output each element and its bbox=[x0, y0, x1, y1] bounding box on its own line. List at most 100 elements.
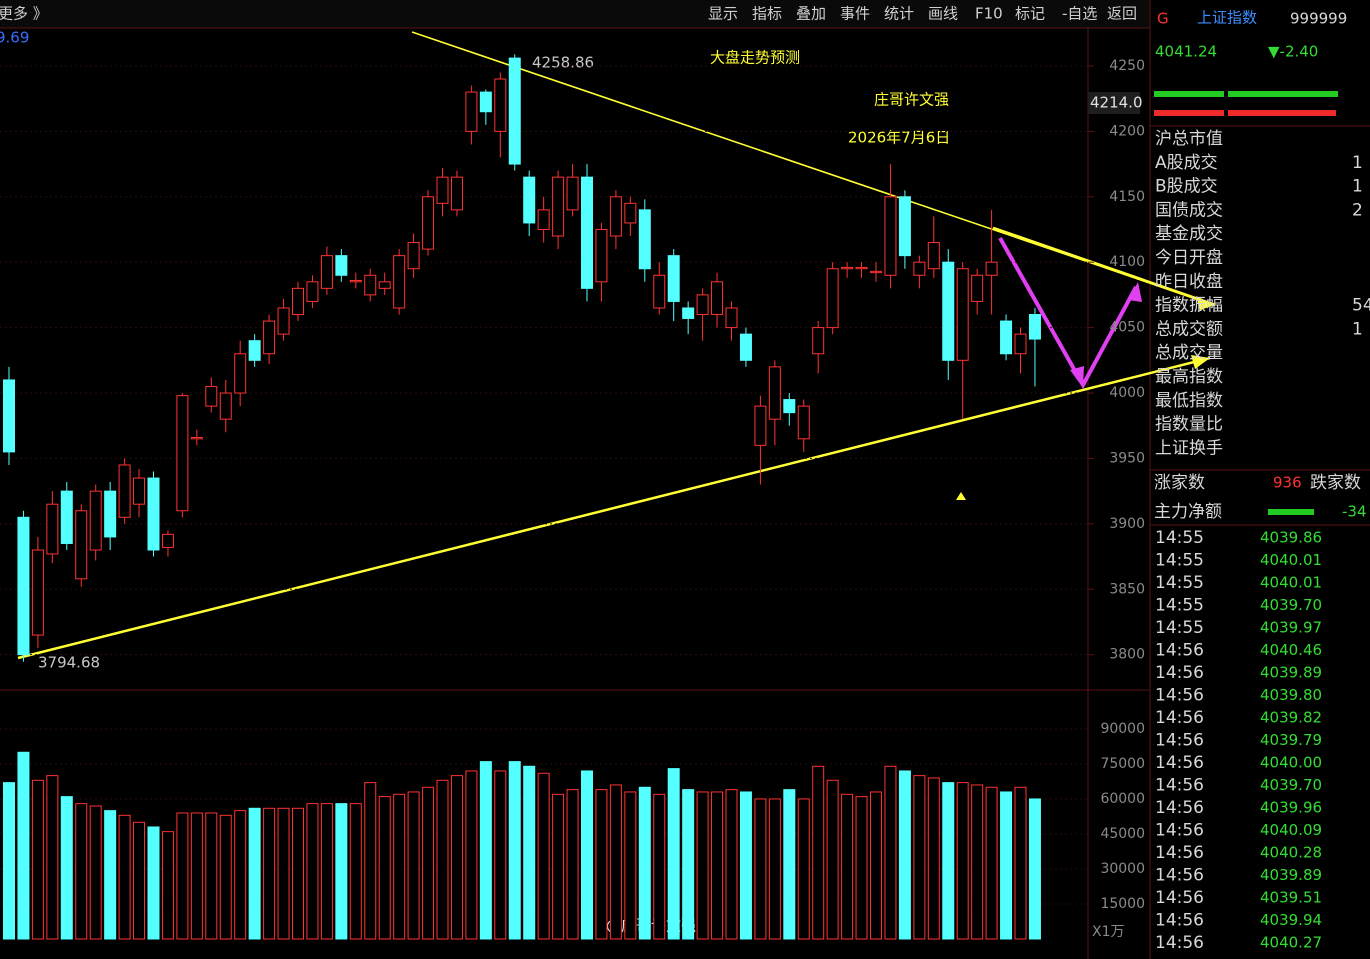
trend-line bbox=[17, 356, 1211, 660]
candle-body bbox=[638, 209, 651, 270]
candle-body bbox=[971, 274, 984, 302]
toolbar-button[interactable]: 叠加 bbox=[796, 5, 826, 23]
row-label: 基金成交 bbox=[1155, 224, 1223, 244]
toolbar-button[interactable]: 标记 bbox=[1015, 5, 1045, 23]
net-bar bbox=[1268, 509, 1314, 515]
y-tick-label: 4250 bbox=[1109, 58, 1145, 74]
row-label: A股成交 bbox=[1155, 153, 1218, 173]
tick-time: 14:56 bbox=[1155, 686, 1204, 706]
row-label: 今日开盘 bbox=[1155, 248, 1223, 268]
volume-bar bbox=[349, 803, 362, 940]
volume-bar bbox=[898, 770, 911, 940]
arrow-head bbox=[1196, 296, 1215, 310]
volume-bar bbox=[595, 789, 608, 940]
y-tick-label: 4150 bbox=[1109, 189, 1145, 205]
toolbar-button[interactable]: 事件 bbox=[840, 5, 870, 23]
min-label: 3794.68 bbox=[38, 654, 100, 672]
candle-body bbox=[104, 490, 117, 538]
volume-bar bbox=[277, 807, 290, 940]
toolbar-button[interactable]: 画线 bbox=[928, 5, 958, 23]
volume-bar bbox=[826, 779, 839, 940]
tick-price: 4039.70 bbox=[1260, 596, 1322, 614]
volume-bar bbox=[768, 798, 781, 940]
candle-body bbox=[118, 464, 131, 518]
v-tick-label: 45000 bbox=[1100, 826, 1145, 842]
annotation-date: 2026年7月6日 bbox=[848, 129, 950, 147]
toolbar-button[interactable]: 显示 bbox=[708, 5, 738, 23]
v-tick-label: 15000 bbox=[1100, 896, 1145, 912]
row-value: 1 bbox=[1352, 177, 1363, 197]
candle-body bbox=[942, 261, 955, 361]
volume-bar bbox=[3, 782, 15, 940]
candle-body bbox=[436, 176, 449, 204]
tick-price: 4040.28 bbox=[1260, 844, 1322, 862]
net-value: -34 bbox=[1342, 503, 1367, 521]
volume-bar bbox=[927, 777, 940, 940]
tick-time: 14:56 bbox=[1155, 776, 1204, 796]
volume-bar bbox=[841, 793, 854, 940]
volume-bar bbox=[725, 789, 738, 940]
change: ▼-2.40 bbox=[1268, 43, 1318, 61]
volume-bar bbox=[31, 779, 44, 940]
volume-bar bbox=[263, 807, 276, 940]
volume-bar bbox=[60, 796, 73, 940]
candle-body bbox=[465, 91, 478, 132]
tick-time: 14:55 bbox=[1155, 618, 1204, 638]
row-label: 指数量比 bbox=[1155, 415, 1223, 435]
row-label: 指数振幅 bbox=[1155, 296, 1223, 316]
candle-body bbox=[292, 287, 304, 316]
candle-body bbox=[783, 399, 796, 414]
y-tick-label: 3800 bbox=[1109, 647, 1145, 663]
candle-body bbox=[205, 385, 218, 407]
y-tick-label: 3950 bbox=[1109, 450, 1145, 466]
volume-bar bbox=[46, 775, 59, 940]
toolbar-button[interactable]: 统计 bbox=[884, 5, 914, 23]
candle-body bbox=[537, 209, 550, 230]
candle-body bbox=[870, 270, 882, 274]
candle-body bbox=[812, 327, 825, 355]
volume-bar bbox=[624, 791, 637, 940]
more-button[interactable]: 更多 》 bbox=[0, 5, 48, 23]
volume-bar bbox=[219, 814, 232, 940]
candle-body bbox=[609, 196, 622, 237]
candle-body bbox=[523, 176, 536, 224]
tick-time: 14:55 bbox=[1155, 551, 1204, 571]
tick-price: 4039.89 bbox=[1260, 664, 1322, 682]
row-value: 2 bbox=[1352, 200, 1363, 220]
volume-bar bbox=[190, 812, 203, 940]
candle-body bbox=[46, 503, 59, 555]
volume-bar bbox=[667, 768, 680, 940]
candle-body bbox=[739, 333, 752, 361]
candle-body bbox=[263, 320, 276, 355]
volume-bar bbox=[552, 793, 565, 940]
y-tick-label: 4200 bbox=[1109, 123, 1145, 139]
volume-bar bbox=[754, 798, 767, 940]
toolbar-button[interactable]: 返回 bbox=[1107, 5, 1137, 23]
toolbar-button[interactable]: 指标 bbox=[752, 5, 782, 23]
tick-time: 14:56 bbox=[1155, 843, 1204, 863]
toolbar-button[interactable]: -自选 bbox=[1062, 5, 1097, 23]
candle-body bbox=[147, 477, 160, 551]
volume-bar bbox=[407, 791, 420, 940]
row-label: 国债成交 bbox=[1155, 200, 1223, 220]
candle-body bbox=[494, 78, 507, 132]
index-name: 上证指数 bbox=[1197, 9, 1257, 27]
tick-time: 14:56 bbox=[1155, 753, 1204, 773]
toolbar-button[interactable]: F10 bbox=[975, 5, 1003, 23]
candle-body bbox=[754, 405, 767, 446]
candle-body bbox=[566, 176, 579, 211]
volume-bar bbox=[248, 807, 261, 940]
candle-body bbox=[841, 266, 854, 270]
candle-body bbox=[219, 392, 232, 420]
candle-body bbox=[479, 91, 492, 113]
candle-body bbox=[422, 196, 435, 250]
volume-bar bbox=[913, 775, 926, 940]
v-tick-label: 60000 bbox=[1100, 791, 1145, 807]
candle-body bbox=[234, 353, 247, 394]
candle-body bbox=[624, 202, 637, 224]
tick-price: 4039.80 bbox=[1260, 686, 1322, 704]
volume-bar bbox=[711, 791, 724, 940]
candle-body bbox=[17, 516, 30, 656]
volume-bar bbox=[884, 765, 897, 940]
volume-bar bbox=[292, 807, 304, 940]
